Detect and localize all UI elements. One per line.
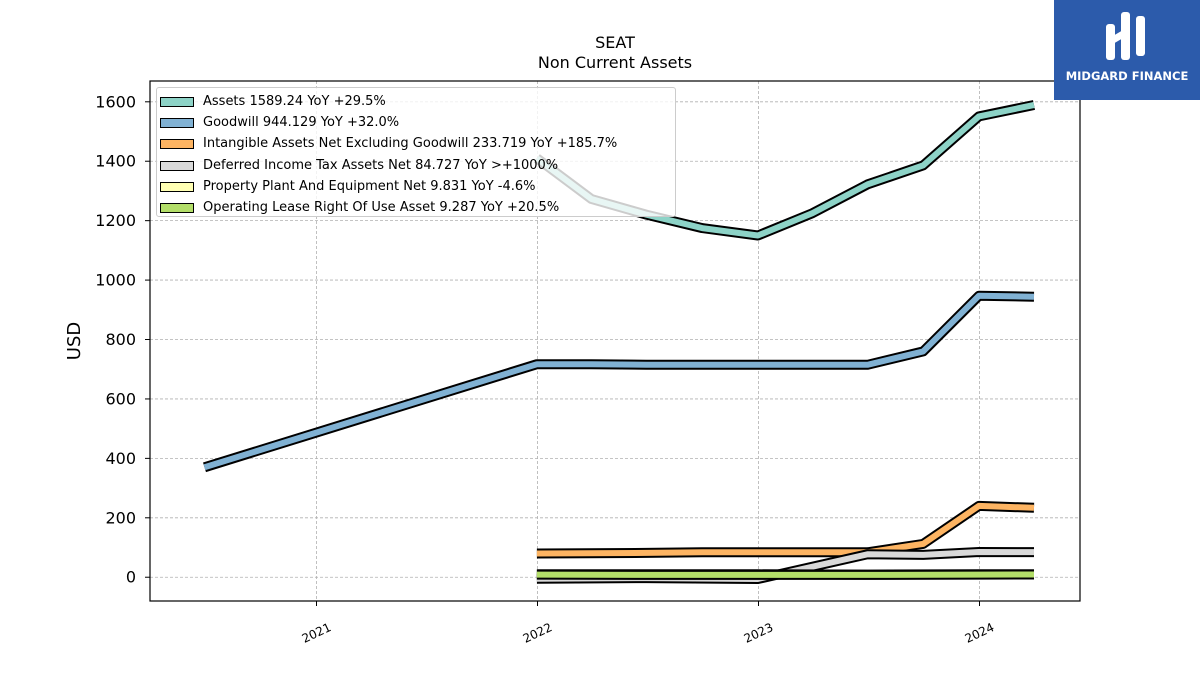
logo-text: MIDGARD FINANCE	[1065, 69, 1189, 83]
tick-labels: 0 200 400 600 800 1000 1200 1400 1600 2021 2022 202…	[64, 92, 996, 645]
x-tick-label: 2023	[742, 620, 776, 646]
legend-label: Property Plant And Equipment Net 9.831 Y…	[203, 178, 536, 194]
legend-item: Operating Lease Right Of Use Asset 9.287…	[157, 197, 675, 218]
y-axis-label: USD	[64, 322, 85, 360]
series-1	[203, 290, 1035, 473]
legend-swatch	[160, 202, 194, 213]
legend-item: Goodwill 944.129 YoY +32.0%	[157, 112, 675, 133]
legend-item: Intangible Assets Net Excluding Goodwill…	[157, 133, 675, 154]
legend: Assets 1589.24 YoY +29.5% Goodwill 944.12…	[156, 87, 676, 217]
legend-label: Operating Lease Right Of Use Asset 9.287…	[203, 199, 560, 215]
legend-swatch	[160, 160, 194, 171]
legend-label: Deferred Income Tax Assets Net 84.727 Yo…	[203, 157, 559, 173]
midgard-logo-mark-icon	[1106, 12, 1145, 60]
y-tick-label: 1600	[95, 92, 136, 111]
legend-swatch	[160, 97, 194, 107]
y-tick-label: 0	[126, 568, 136, 587]
legend-item: Property Plant And Equipment Net 9.831 Y…	[157, 176, 675, 197]
y-tick-label: 600	[105, 389, 136, 408]
axes	[145, 80, 1081, 606]
legend-swatch	[160, 181, 194, 192]
midgard-finance-logo: MIDGARD FINANCE	[1054, 0, 1200, 100]
legend-label: Goodwill 944.129 YoY +32.0%	[203, 115, 400, 131]
series-line-outline	[203, 290, 1035, 473]
legend-swatch	[160, 118, 194, 129]
plot-frame	[149, 80, 1081, 602]
legend-label: Assets 1589.24 YoY +29.5%	[203, 94, 386, 109]
y-tick-label: 800	[105, 330, 136, 349]
series-line-outline	[536, 500, 1035, 559]
legend-item: Assets 1589.24 YoY +29.5%	[157, 91, 675, 112]
y-tick-label: 400	[105, 449, 136, 468]
y-tick-label: 1000	[95, 271, 136, 290]
chart-subtitle: Non Current Assets	[537, 53, 693, 72]
y-tick-label: 200	[105, 508, 136, 527]
y-tick-label: 1400	[95, 152, 136, 171]
x-tick-label: 2021	[300, 620, 334, 646]
series-2	[536, 500, 1035, 559]
y-tick-label: 1200	[95, 211, 136, 230]
chart-title: SEAT	[595, 33, 635, 52]
legend-label: Intangible Assets Net Excluding Goodwill…	[203, 136, 618, 152]
x-tick-label: 2022	[521, 620, 555, 646]
x-tick-label: 2024	[963, 620, 997, 646]
legend-swatch	[160, 139, 194, 150]
series-line	[536, 502, 1035, 557]
series-line	[203, 292, 1035, 471]
legend-item: Deferred Income Tax Assets Net 84.727 Yo…	[157, 155, 675, 176]
